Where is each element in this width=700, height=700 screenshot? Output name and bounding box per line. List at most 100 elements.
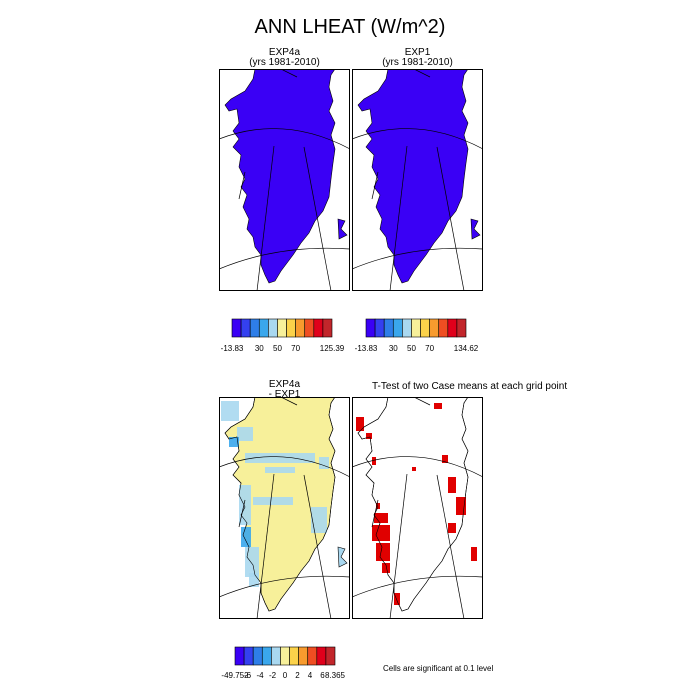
colorbar-swatch <box>249 318 260 338</box>
colorbar-exp4a <box>231 318 333 338</box>
colorbar-swatch <box>325 646 336 666</box>
significant-cell <box>372 525 390 541</box>
greenland-fill <box>352 397 477 612</box>
colorbar-swatch <box>304 318 315 338</box>
colorbar-label: 50 <box>273 344 282 353</box>
island-shape <box>470 218 481 240</box>
colorbar-label: 70 <box>425 344 435 353</box>
anomaly-patch <box>265 467 295 473</box>
colorbar-swatch <box>231 318 242 338</box>
significant-cell <box>471 547 477 561</box>
colorbar-swatch <box>240 318 251 338</box>
greenland-shape <box>219 69 336 284</box>
significant-cell <box>394 593 400 605</box>
colorbar-label: -13.83 <box>354 344 378 353</box>
colorbar-swatch <box>261 646 272 666</box>
colorbar-exp1 <box>365 318 467 338</box>
colorbar-exp4a-labels: -13.83 30 50 70 125.39 <box>221 344 345 354</box>
anomaly-patch <box>245 547 259 577</box>
colorbar-swatch <box>402 318 412 338</box>
map-frame <box>352 69 483 291</box>
colorbar-label: 30 <box>388 344 398 353</box>
colorbar-swatch <box>289 646 299 666</box>
significant-cell <box>448 523 456 533</box>
map-diff <box>219 397 350 619</box>
significant-cell <box>412 467 416 471</box>
anomaly-patch <box>253 497 293 505</box>
colorbar-label: -49.752 <box>221 671 249 680</box>
colorbar-label: 125.39 <box>319 344 345 353</box>
colorbar-swatch <box>295 318 306 338</box>
colorbar-label: -4 <box>256 671 264 680</box>
colorbar-label: 70 <box>291 344 301 353</box>
colorbar-swatch <box>383 318 394 338</box>
panel-title-ttest: T-Test of two Case means at each grid po… <box>372 381 568 392</box>
colorbar-swatch <box>313 318 324 338</box>
colorbar-label: 0 <box>282 671 288 680</box>
colorbar-swatch <box>268 318 278 338</box>
map-ttest <box>352 397 483 619</box>
map-exp4a <box>219 69 350 291</box>
significant-cell <box>434 403 442 409</box>
colorbar-label: 6 <box>320 671 325 680</box>
anomaly-patch <box>241 527 251 547</box>
colorbar-diff <box>234 646 336 666</box>
colorbar-swatch <box>307 646 318 666</box>
colorbar-diff-labels: -49.752 -6 -4 -2 0 2 4 6 8.365 <box>221 671 345 681</box>
colorbar-swatch <box>429 318 440 338</box>
panel-title-line2: (yrs 1981-2010) <box>249 57 320 68</box>
greenland-fill <box>352 69 481 284</box>
panel-title-line1: EXP4a <box>268 47 301 58</box>
colorbar-swatch <box>447 318 458 338</box>
colorbar-swatch <box>420 318 430 338</box>
colorbar-swatch <box>298 646 309 666</box>
greenland-shape <box>352 397 469 612</box>
panel-title-exp4a: EXP4a (yrs 1981-2010) <box>219 48 350 68</box>
colorbar-swatch <box>316 646 327 666</box>
colorbar-label: 30 <box>254 344 264 353</box>
colorbar-label: -6 <box>243 671 252 680</box>
anomaly-patch <box>249 573 259 587</box>
significant-cell <box>442 455 448 463</box>
significant-cell <box>356 417 364 431</box>
significant-cell <box>374 513 388 523</box>
map-exp1 <box>352 69 483 291</box>
significance-footnote: Cells are significant at 0.1 level <box>383 664 494 673</box>
colorbar-label: -2 <box>268 671 277 680</box>
island-shape <box>337 546 348 568</box>
significant-cell <box>456 497 466 515</box>
colorbar-swatch <box>280 646 290 666</box>
figure-title: ANN LHEAT (W/m^2) <box>254 16 446 38</box>
greenland-fill <box>219 397 348 612</box>
panel-title-line2: (yrs 1981-2010) <box>382 57 453 68</box>
colorbar-swatch <box>234 646 245 666</box>
colorbar-label: 134.62 <box>453 344 479 353</box>
significant-cell <box>382 563 390 573</box>
colorbar-swatch <box>411 318 421 338</box>
significant-cell <box>372 457 376 465</box>
island-shape <box>337 218 348 240</box>
significant-cell <box>448 477 456 493</box>
colorbar-swatch <box>271 646 281 666</box>
map-frame <box>219 397 350 619</box>
anomaly-patch <box>311 507 327 533</box>
greenland-shape <box>352 69 469 284</box>
panel-title-diff: EXP4a - EXP1 <box>219 380 350 400</box>
anomaly-patch <box>245 453 315 463</box>
colorbar-label: -13.83 <box>220 344 244 353</box>
panel-title-exp1: EXP1 (yrs 1981-2010) <box>352 48 483 68</box>
colorbar-swatch <box>374 318 385 338</box>
colorbar-swatch <box>392 318 403 338</box>
colorbar-swatch <box>277 318 287 338</box>
colorbar-swatch <box>322 318 333 338</box>
greenland-fill <box>219 69 348 284</box>
map-frame <box>352 397 483 619</box>
colorbar-swatch <box>252 646 263 666</box>
panel-title-line2: - EXP1 <box>268 389 301 400</box>
anomaly-patch <box>319 457 329 469</box>
significant-cell <box>376 503 380 509</box>
colorbar-swatch <box>456 318 467 338</box>
colorbar-label: 2 <box>295 671 300 680</box>
colorbar-swatch <box>286 318 296 338</box>
colorbar-label: 4 <box>307 671 313 680</box>
